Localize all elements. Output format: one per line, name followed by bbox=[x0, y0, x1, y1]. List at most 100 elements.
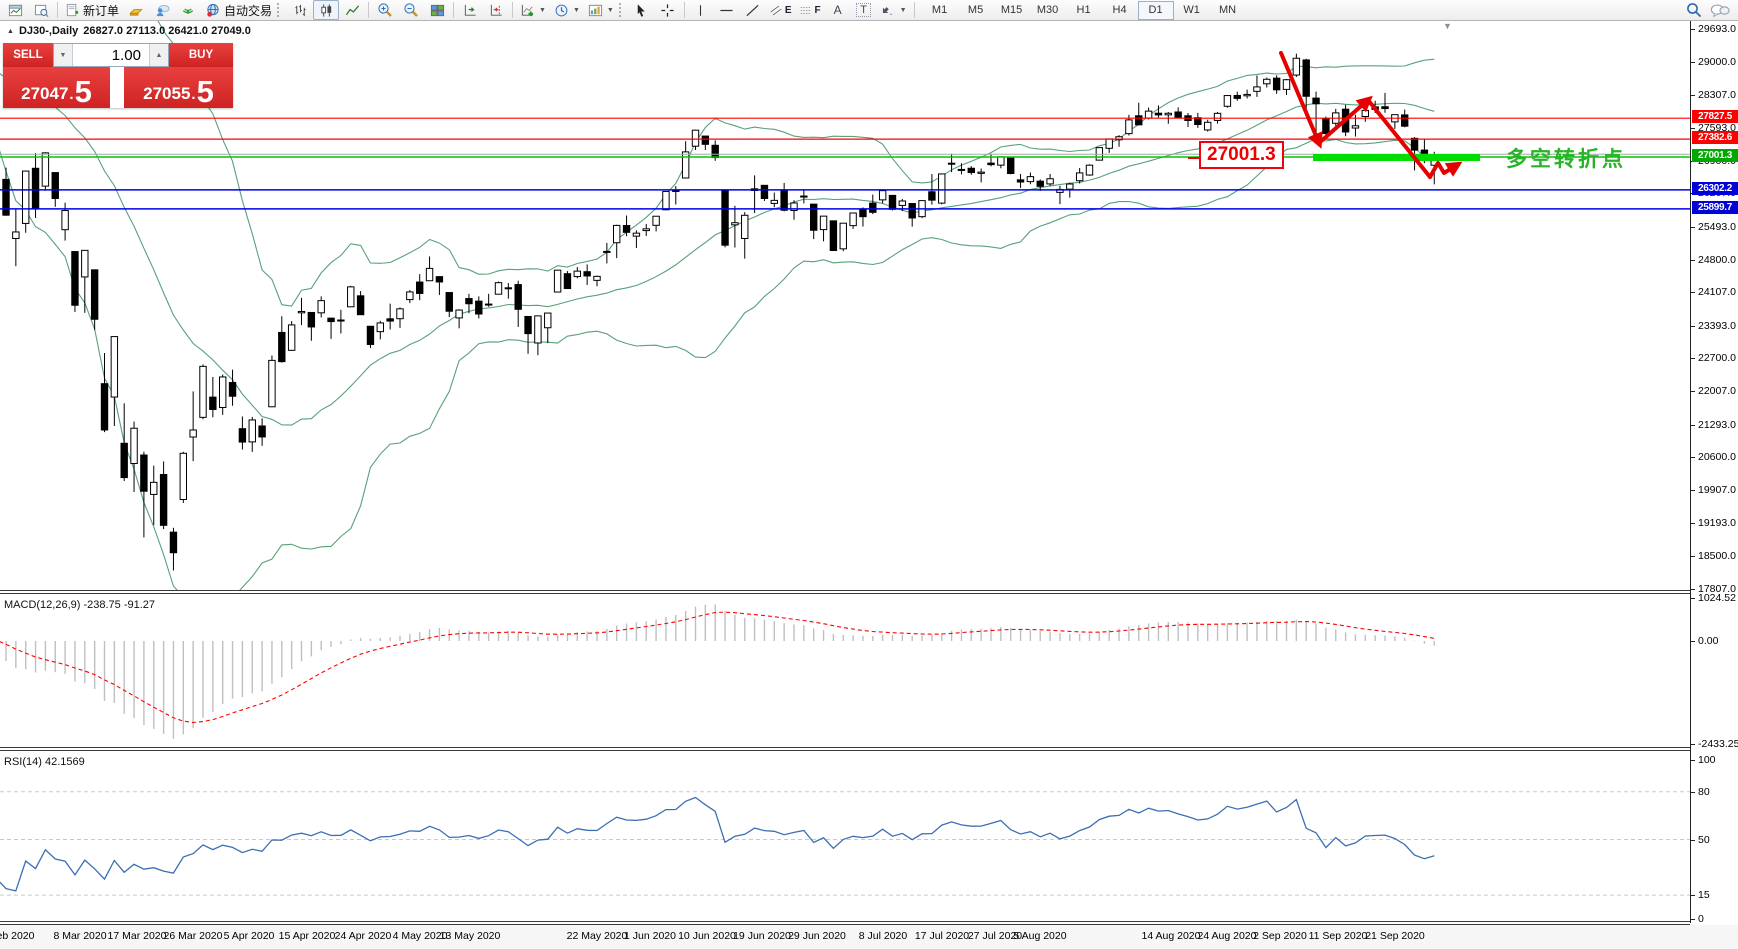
rsi-pane[interactable] bbox=[0, 752, 1690, 921]
bar-chart-icon bbox=[294, 4, 306, 16]
periods-clock-icon bbox=[555, 4, 568, 16]
candle-body bbox=[41, 152, 50, 187]
timeframe-button-d1[interactable]: D1 bbox=[1137, 0, 1174, 20]
date-label: 24 Apr 2020 bbox=[334, 930, 392, 942]
trendline-button[interactable] bbox=[740, 0, 766, 20]
macd-pane[interactable] bbox=[0, 595, 1690, 747]
date-label: 8 Jul 2020 bbox=[858, 930, 908, 942]
candle-body bbox=[997, 156, 1005, 166]
candle-body bbox=[51, 172, 59, 199]
line-chart-icon bbox=[345, 4, 359, 15]
zoom-out-button[interactable] bbox=[398, 0, 424, 20]
timeframe-button-mn[interactable]: MN bbox=[1219, 4, 1237, 16]
timeframe-button-h4[interactable]: H4 bbox=[1112, 4, 1127, 16]
main-chart-pane[interactable] bbox=[0, 21, 1690, 590]
candle-body bbox=[376, 322, 385, 333]
pane-divider[interactable] bbox=[0, 747, 1690, 751]
bar-chart-button[interactable] bbox=[287, 0, 313, 20]
date-label: 27 Feb 2020 bbox=[0, 930, 35, 942]
candle-body bbox=[888, 194, 897, 210]
signal-button[interactable] bbox=[175, 0, 201, 20]
candle-body bbox=[130, 427, 138, 465]
horizontal-line-button[interactable] bbox=[714, 0, 740, 20]
candle-body bbox=[878, 190, 887, 201]
periods-button[interactable]: ▼ bbox=[550, 0, 584, 20]
community-chat-icon[interactable] bbox=[1710, 3, 1730, 18]
candle-body bbox=[593, 275, 601, 281]
volume-decrease-button[interactable]: ▼ bbox=[54, 44, 73, 66]
text-button[interactable]: A bbox=[825, 0, 851, 20]
toolbar: 新订单 自动交易 bbox=[0, 0, 1738, 21]
buy-price-big: 5 bbox=[196, 73, 214, 109]
crosshair-button[interactable] bbox=[655, 0, 681, 20]
timeframe-button-w1[interactable]: W1 bbox=[1183, 4, 1200, 16]
candle-body bbox=[504, 287, 513, 290]
candle-body bbox=[514, 284, 522, 310]
buy-button[interactable]: 27055 . 5 bbox=[124, 67, 233, 108]
chart-shift-button[interactable] bbox=[483, 0, 509, 20]
candle-body bbox=[465, 298, 473, 305]
timeframe-button-m15[interactable]: M15 bbox=[1000, 4, 1023, 16]
candle-body bbox=[159, 474, 168, 526]
candle-body bbox=[386, 318, 394, 322]
date-label: 19 Jun 2020 bbox=[733, 930, 791, 942]
auto-trading-icon bbox=[207, 3, 219, 17]
price-level-label: 27001.3 bbox=[1199, 141, 1284, 169]
cloud-account-button[interactable] bbox=[149, 0, 175, 20]
date-label: 1 Jun 2020 bbox=[624, 930, 676, 942]
templates-button[interactable]: ▼ bbox=[584, 0, 618, 20]
caret-down-icon: ▼ bbox=[539, 6, 546, 14]
text-label-button[interactable]: T bbox=[851, 0, 877, 20]
candlestick-chart-button[interactable] bbox=[313, 0, 340, 20]
chart-window-button[interactable] bbox=[2, 0, 28, 20]
equidistant-channel-button[interactable]: E bbox=[766, 0, 796, 20]
chart-area: 29693.029000.028307.027593.026900.026207… bbox=[0, 21, 1738, 949]
tile-windows-button[interactable] bbox=[424, 0, 450, 20]
candle-body bbox=[307, 311, 316, 328]
price-axis[interactable]: 29693.029000.028307.027593.026900.026207… bbox=[1690, 21, 1738, 925]
profiles-button[interactable] bbox=[28, 0, 54, 20]
candle-body bbox=[524, 315, 532, 335]
timeframe-button-m5[interactable]: M5 bbox=[967, 4, 984, 16]
pane-divider[interactable] bbox=[0, 590, 1690, 594]
chart-window-icon bbox=[8, 4, 22, 16]
candle-body bbox=[642, 228, 650, 232]
timeframe-button-h1[interactable]: H1 bbox=[1076, 4, 1091, 16]
volume-increase-button[interactable]: ▲ bbox=[149, 44, 168, 66]
candle-body bbox=[1046, 178, 1054, 185]
vertical-line-button[interactable] bbox=[688, 0, 714, 20]
timeframe-button-m30[interactable]: M30 bbox=[1036, 4, 1059, 16]
chart-shift-marker-icon[interactable]: ▼ bbox=[1443, 21, 1452, 31]
line-chart-button[interactable] bbox=[339, 0, 365, 20]
date-label: 22 May 2020 bbox=[566, 930, 628, 942]
rsi-line bbox=[0, 796, 1435, 892]
timeframe-button-m1[interactable]: M1 bbox=[931, 4, 948, 16]
candle-body bbox=[829, 220, 838, 251]
candle-body bbox=[1135, 115, 1143, 126]
chart-ohlc-values: 26827.0 27113.0 26421.0 27049.0 bbox=[83, 25, 251, 37]
volume-input[interactable] bbox=[73, 44, 149, 66]
toolbar-separator bbox=[913, 2, 915, 18]
search-icon[interactable] bbox=[1686, 2, 1702, 18]
history-button[interactable] bbox=[123, 0, 149, 20]
sell-button[interactable]: 27047 . 5 bbox=[3, 67, 110, 108]
indicators-button[interactable]: ▼ bbox=[516, 0, 550, 20]
candle-body bbox=[1322, 118, 1330, 135]
auto-scroll-button[interactable] bbox=[457, 0, 483, 20]
candle-body bbox=[1115, 136, 1123, 141]
candle-body bbox=[219, 376, 227, 408]
cursor-button[interactable] bbox=[629, 0, 655, 20]
new-order-button[interactable]: 新订单 bbox=[61, 0, 123, 20]
zoom-in-button[interactable] bbox=[372, 0, 398, 20]
buy-price-main: 27055 bbox=[143, 84, 191, 103]
toolbar-grip bbox=[277, 3, 284, 17]
candle-body bbox=[800, 195, 808, 198]
fibonacci-button[interactable]: F bbox=[796, 0, 825, 20]
candle-body bbox=[1016, 179, 1025, 183]
text-icon: A bbox=[833, 3, 842, 17]
auto-trading-button[interactable]: 自动交易 bbox=[201, 0, 276, 20]
arrows-button[interactable]: ▼ bbox=[877, 0, 911, 20]
candle-body bbox=[199, 365, 207, 418]
candle-body bbox=[150, 481, 158, 495]
